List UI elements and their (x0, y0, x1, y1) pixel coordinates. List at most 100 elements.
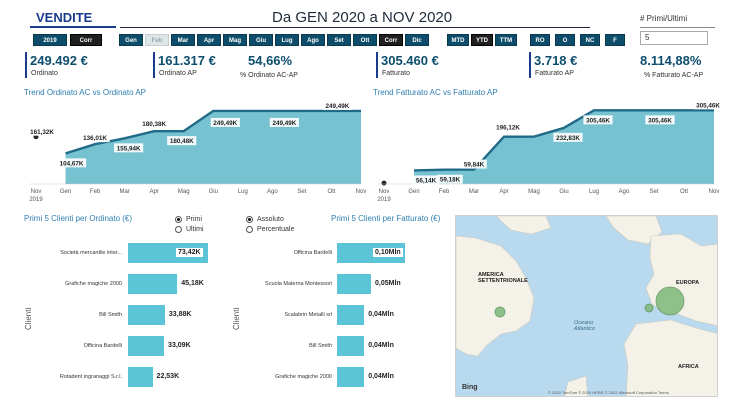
data-label: 155,94K (117, 145, 141, 152)
month-button[interactable]: Feb (145, 34, 169, 46)
radio-selected-icon (175, 216, 182, 223)
x-tick-label: Ott (327, 189, 335, 195)
x-tick-label: Ago (619, 189, 630, 195)
top-n-input[interactable]: 5 (640, 31, 708, 45)
bar-value-label: 0,05Mln (373, 279, 403, 288)
bar-category-label: Bill Smith (309, 343, 332, 349)
x-tick-label: Giu (559, 189, 568, 195)
bar-category-label: Grafiche magiche 2000 (275, 374, 332, 380)
kpi-ordinato-value: 249.492 € (30, 53, 88, 68)
x-tick-label: Giu (209, 189, 218, 195)
bar-category-label: Scuola Materna Montessori (265, 281, 332, 287)
map-label-north-america: AMERICA SETTENTRIONALE (478, 272, 528, 284)
x-tick-label: Nov (31, 189, 42, 195)
radio-ultimi[interactable]: Ultimi (175, 226, 204, 233)
radio-ultimi-label: Ultimi (186, 226, 204, 233)
dashboard-title: VENDITE (36, 10, 93, 25)
bar-value-label: 0,04Mln (366, 372, 396, 381)
filter-ro-button[interactable]: RO (530, 34, 550, 46)
prior-year-point (381, 180, 387, 186)
radio-unselected-icon (246, 226, 253, 233)
month-button[interactable]: Set (327, 34, 351, 46)
month-button[interactable]: Ott (353, 34, 377, 46)
data-label-bg (693, 100, 720, 110)
filter-nc-button[interactable]: NC (580, 34, 600, 46)
month-button[interactable]: Giu (249, 34, 273, 46)
radio-primi[interactable]: Primi (175, 216, 202, 223)
top-clients-fatturato-title: Primi 5 Clienti per Fatturato (€) (331, 214, 441, 223)
bar-category-label: Scalabrin Metalli srl (284, 312, 332, 318)
bar[interactable] (128, 305, 165, 325)
month-button[interactable]: Lug (275, 34, 299, 46)
kpi-accent-bar (25, 52, 27, 78)
bar[interactable] (128, 336, 165, 356)
month-current-button[interactable]: Corr (379, 34, 403, 46)
data-label-bg (210, 117, 240, 127)
period-ttm-button[interactable]: TTM (495, 34, 517, 46)
month-button[interactable]: Gen (119, 34, 143, 46)
trend-fatturato-title: Trend Fatturato AC vs Fatturato AP (373, 88, 498, 97)
data-label-bg (437, 174, 463, 184)
x-tick-label: Mag (178, 189, 190, 195)
x-tick-label: Nov (709, 189, 720, 195)
date-range-title: Da GEN 2020 a NOV 2020 (272, 9, 453, 26)
bar[interactable] (128, 274, 178, 294)
kpi-fatturato-label: Fatturato (382, 70, 411, 77)
radio-percentuale[interactable]: Percentuale (246, 226, 294, 233)
kpi-fatturato-ap-value: 3.718 € (534, 53, 578, 68)
data-label: 161,32K (30, 129, 54, 136)
filter-f-button[interactable]: F (605, 34, 625, 46)
data-label: 59,84K (464, 162, 485, 169)
data-label: 59,18K (440, 177, 461, 184)
bar[interactable] (337, 274, 371, 294)
data-label-bg (139, 119, 169, 129)
data-label-bg (322, 100, 353, 110)
radio-assoluto[interactable]: Assoluto (246, 216, 284, 223)
bar[interactable] (337, 367, 365, 387)
kpi-ordinato-pct-label: % Ordinato AC-AP (240, 72, 298, 79)
x-tick-label: Set (297, 189, 306, 195)
x-tick-label: Lug (238, 189, 248, 195)
map-copyright: © 2020 TomTom © 2020 HERE © 2022 Microso… (548, 390, 669, 395)
kpi-ordinato-ap-label: Ordinato AP (159, 70, 197, 77)
radio-unselected-icon (175, 226, 182, 233)
data-label-bg (27, 126, 57, 136)
year-current-button[interactable]: Corr (70, 34, 102, 46)
world-map-shape (456, 216, 717, 396)
month-button[interactable]: Apr (197, 34, 221, 46)
data-label-bg (56, 158, 87, 168)
radio-selected-icon (246, 216, 253, 223)
bar[interactable] (337, 336, 365, 356)
month-button[interactable]: Mag (223, 34, 247, 46)
bar[interactable] (128, 367, 153, 387)
bar-category-label: Grafiche magiche 2000 (65, 281, 122, 287)
data-label-bg (167, 136, 197, 146)
data-label-bg (269, 117, 299, 127)
x-tick-label: Mag (528, 189, 540, 195)
kpi-fatturato-value: 305.460 € (381, 53, 439, 68)
x-tick-label: Apr (499, 189, 508, 195)
data-label-bg (80, 133, 110, 143)
kpi-ordinato-pct-value: 54,66% (248, 53, 293, 68)
top-clients-ordinato-title: Primi 5 Clienti per Ordinato (€) (24, 214, 133, 223)
sales-map[interactable]: AMERICA SETTENTRIONALE EUROPA Oceano Atl… (455, 215, 718, 397)
map-label-europe: EUROPA (676, 280, 700, 286)
data-label: 305,46K (696, 102, 720, 109)
month-button[interactable]: Dic (405, 34, 429, 46)
trend-line (65, 109, 361, 155)
data-label: 249,49K (213, 120, 237, 127)
filter-o-button[interactable]: O (555, 34, 575, 46)
period-mtd-button[interactable]: MTD (447, 34, 469, 46)
month-button[interactable]: Mar (171, 34, 195, 46)
kpi-ordinato-ap-value: 161.317 € (158, 53, 216, 68)
bar-value-label: 0,10Mln (373, 248, 403, 257)
month-button[interactable]: Ago (301, 34, 325, 46)
radio-primi-label: Primi (186, 216, 202, 223)
x-tick-label: Lug (589, 189, 599, 195)
map-label-atlantic: Oceano Atlantico (574, 320, 596, 332)
year-2019-button[interactable]: 2019 (33, 34, 67, 46)
trend-ordinato-chart: Nov 2019 Gen Feb Mar Apr Mag Giu Lug Ago Set Ott Nov… (27, 100, 366, 203)
x-tick-year: 2019 (29, 197, 43, 203)
period-ytd-button[interactable]: YTD (471, 34, 493, 46)
bar[interactable] (337, 305, 365, 325)
